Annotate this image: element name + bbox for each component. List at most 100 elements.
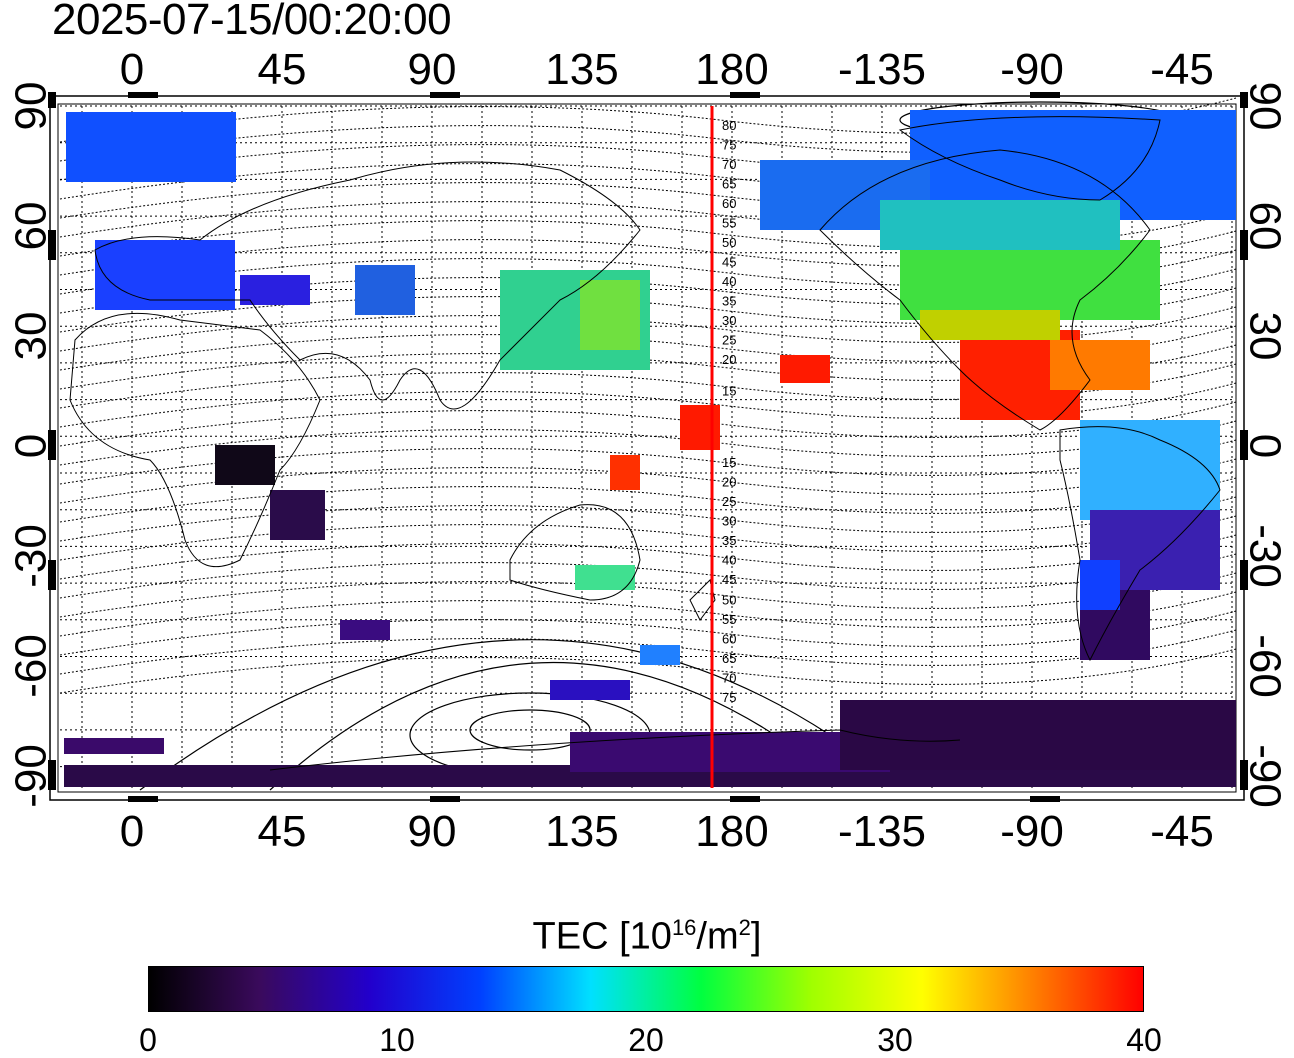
- contour-label-north: 40: [722, 274, 736, 289]
- tec-patch: [95, 240, 235, 310]
- tec-patch: [66, 112, 236, 182]
- contour-label-south: 25: [722, 494, 736, 509]
- greenland-outline: [898, 116, 1161, 201]
- contour-label-north: 30: [722, 313, 736, 328]
- magnetic-latitude-contours: [59, 97, 1237, 694]
- tec-patch: [64, 738, 164, 754]
- contour-label-north: 75: [722, 138, 736, 153]
- lon-tick-label-bottom: 135: [545, 807, 618, 856]
- lat-tick-label-left: 60: [7, 202, 56, 251]
- contour-label-south: 70: [722, 671, 736, 686]
- colorbar-tick-label: 40: [1126, 1022, 1162, 1058]
- lon-tick-label-bottom: 45: [258, 807, 307, 856]
- contour-label-south: 30: [722, 514, 736, 529]
- lat-tick-label-left: 30: [7, 312, 56, 361]
- lon-tick-label-top: 135: [545, 45, 618, 94]
- tec-patch: [780, 355, 830, 383]
- tec-patch: [1080, 420, 1220, 520]
- contour-label-north: 20: [722, 352, 736, 367]
- lon-tick-label-bottom: 90: [408, 807, 457, 856]
- frame-tick-marks: [48, 92, 1248, 802]
- map-inner-frame: [57, 103, 1237, 793]
- contour-label-north: 70: [722, 157, 736, 172]
- tec-patch: [640, 645, 680, 665]
- lat-tick-label-left: -60: [7, 634, 56, 698]
- contour-label-south: 20: [722, 475, 736, 490]
- contour-label-south: 75: [722, 690, 736, 705]
- tec-patch: [1050, 340, 1150, 390]
- tec-patch: [900, 240, 1160, 320]
- tec-patch: [680, 405, 720, 450]
- colorbar-tick-label: 0: [139, 1022, 157, 1058]
- lat-tick-label-left: 90: [7, 82, 56, 131]
- contour-labels: 80 75 70 65 60 55 50 45 40 35 30 25 20 15 15 20 25 30 35 40…: [722, 118, 736, 705]
- lat-tick-label-right: 60: [1240, 202, 1289, 251]
- contour-label-north: 60: [722, 196, 736, 211]
- north-america-outline: [819, 149, 1151, 431]
- lon-tick-label-top: -90: [1000, 45, 1064, 94]
- colorbar-title-end: ]: [750, 915, 762, 958]
- lon-tick-label-bottom: 0: [120, 807, 144, 856]
- tec-patch: [340, 620, 390, 640]
- lon-tick-label-bottom: -45: [1150, 807, 1214, 856]
- contour-label-south: 50: [722, 593, 736, 608]
- contour-label-south: 55: [722, 612, 736, 627]
- lon-tick-label-top: 180: [695, 45, 768, 94]
- colorbar-tick-label: 30: [877, 1022, 913, 1058]
- antarctica-outline: [269, 729, 961, 771]
- contour-label-north: 45: [722, 255, 736, 270]
- contour-label-south: 40: [722, 553, 736, 568]
- tec-south-polar-band: [64, 765, 1236, 787]
- contour-label-south: 65: [722, 651, 736, 666]
- tec-patch: [270, 490, 325, 540]
- colorbar-title-unit-exponent: 2: [738, 915, 751, 940]
- lon-tick-label-top: -135: [838, 45, 926, 94]
- colorbar-tick-label: 20: [628, 1022, 664, 1058]
- tec-patch: [355, 265, 415, 315]
- lat-tick-label-right: 90: [1240, 82, 1289, 131]
- colorbar-title-exponent: 16: [671, 915, 697, 940]
- tec-map: 80 75 70 65 60 55 50 45 40 35 30 25 20 15 15 20 25 30 35 40…: [7, 45, 1290, 856]
- contour-label-south: 45: [722, 572, 736, 587]
- contour-label-north: 25: [722, 333, 736, 348]
- australia-outline: [509, 504, 641, 601]
- lat-tick-label-left: -90: [7, 744, 56, 808]
- tec-data-regions: [64, 110, 1236, 787]
- lat-tick-label-right: 0: [1240, 434, 1289, 458]
- lon-tick-label-bottom: 180: [695, 807, 768, 856]
- lon-tick-label-top: -45: [1150, 45, 1214, 94]
- lat-tick-label-right: 30: [1240, 312, 1289, 361]
- eurasia-outline: [94, 161, 641, 410]
- map-timestamp: 2025-07-15/00:20:00: [52, 0, 452, 44]
- colorbar-title-unit: /m: [696, 915, 739, 958]
- tec-patch: [1080, 560, 1120, 610]
- contour-label-south: 15: [722, 455, 736, 470]
- contour-label-north: 50: [722, 235, 736, 250]
- lat-tick-label-left: 0: [7, 434, 56, 458]
- lon-tick-label-top: 45: [258, 45, 307, 94]
- lon-tick-label-bottom: -90: [1000, 807, 1064, 856]
- lon-tick-label-top: 90: [408, 45, 457, 94]
- contour-label-south: 35: [722, 533, 736, 548]
- new-zealand-outline: [689, 579, 716, 621]
- africa-outline: [69, 312, 321, 568]
- contour-label-north: 65: [722, 177, 736, 192]
- tec-patch: [570, 732, 890, 772]
- lon-tick-label-bottom: -135: [838, 807, 926, 856]
- tec-patch: [920, 310, 1060, 340]
- south-america-outline: [1059, 426, 1221, 662]
- coastlines: [69, 116, 1221, 771]
- contour-label-south: 60: [722, 632, 736, 647]
- lat-tick-label-right: -90: [1240, 744, 1289, 808]
- tec-patch: [240, 275, 310, 305]
- contour-label-north: 15: [722, 384, 736, 399]
- tec-patch: [610, 455, 640, 490]
- colorbar-gradient: [148, 966, 1144, 1012]
- tec-patch: [215, 445, 275, 485]
- lat-tick-label-right: -60: [1240, 634, 1289, 698]
- colorbar-tick-label: 10: [379, 1022, 415, 1058]
- axis-tick-labels: 0 45 90 135 180 -135 -90 -450 45 90 135 180 -135 -90-…: [7, 45, 1290, 856]
- lat-tick-label-left: -30: [7, 524, 56, 588]
- lon-tick-label-top: 0: [120, 45, 144, 94]
- tec-patch: [550, 680, 630, 700]
